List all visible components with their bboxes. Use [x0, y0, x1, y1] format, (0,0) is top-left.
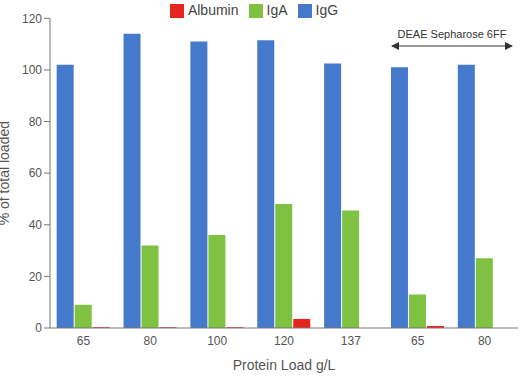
svg-text:80: 80	[144, 334, 158, 348]
svg-text:100: 100	[207, 334, 227, 348]
svg-text:80: 80	[478, 334, 492, 348]
svg-text:65: 65	[411, 334, 425, 348]
svg-text:Protein Load g/L: Protein Load g/L	[233, 357, 336, 373]
svg-text:120: 120	[22, 12, 42, 26]
svg-text:60: 60	[29, 166, 43, 180]
html-text:IgA: IgA	[266, 2, 288, 18]
svg-text:80: 80	[29, 115, 43, 129]
svg-text:137: 137	[341, 334, 361, 348]
svg-text:40: 40	[29, 218, 43, 232]
svg-text:% of total loaded: % of total loaded	[8, 121, 12, 225]
html-text:Albumin: Albumin	[187, 2, 239, 18]
svg-text:DEAE Sepharose 6FF: DEAE Sepharose 6FF	[398, 28, 507, 40]
svg-text:100: 100	[22, 63, 42, 77]
svg-text:0: 0	[35, 321, 42, 335]
svg-text:120: 120	[274, 334, 294, 348]
html-text:IgG: IgG	[315, 2, 339, 18]
svg-text:20: 20	[29, 270, 43, 284]
svg-text:65: 65	[77, 334, 91, 348]
